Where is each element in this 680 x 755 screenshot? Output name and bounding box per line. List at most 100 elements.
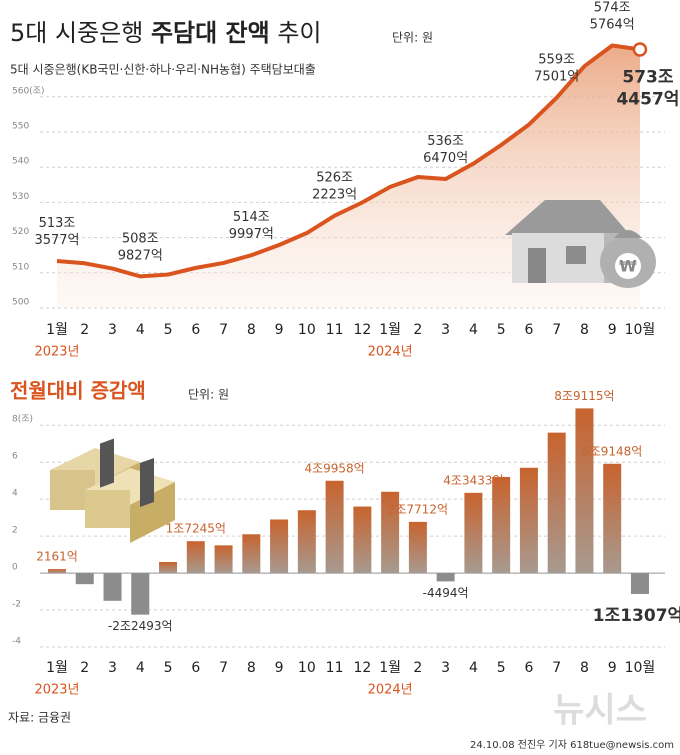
y-tick-label: 8(조) bbox=[12, 415, 33, 425]
bar bbox=[353, 506, 372, 574]
bar bbox=[436, 573, 455, 582]
y-tick-label: 2 bbox=[12, 526, 18, 536]
x-tick-label: 9 bbox=[608, 322, 617, 338]
x-tick-label: 5 bbox=[497, 660, 506, 676]
x-tick-label: 5 bbox=[497, 322, 506, 338]
value-label: 574조 5764억 bbox=[590, 0, 635, 32]
x-tick-label: 1월 bbox=[46, 660, 68, 676]
x-tick-label: 8 bbox=[580, 322, 589, 338]
year-label: 2024년 bbox=[368, 683, 413, 698]
x-tick-label: 10 bbox=[298, 660, 316, 676]
y-tick-label: 0 bbox=[12, 563, 18, 573]
y-tick-label: 560(조) bbox=[12, 86, 44, 96]
bar bbox=[408, 521, 427, 574]
bar bbox=[325, 480, 344, 574]
bar bbox=[159, 561, 178, 574]
x-tick-label: 12 bbox=[353, 322, 371, 338]
y-tick-label: -2 bbox=[12, 600, 21, 610]
year-label: 2023년 bbox=[34, 683, 79, 698]
value-label: 1조7245억 bbox=[166, 522, 226, 536]
bar bbox=[242, 534, 261, 574]
y-tick-label: 6 bbox=[12, 452, 18, 462]
bar bbox=[575, 408, 594, 574]
money-icon bbox=[50, 438, 175, 543]
x-tick-label: 8 bbox=[247, 322, 256, 338]
bar bbox=[519, 467, 538, 574]
bar bbox=[297, 510, 316, 574]
x-tick-label: 1월 bbox=[46, 322, 68, 338]
value-label: 4조3433억 bbox=[443, 473, 503, 487]
x-tick-label: 8 bbox=[247, 660, 256, 676]
value-label: 508조 9827억 bbox=[118, 231, 163, 263]
x-tick-label: 6 bbox=[524, 660, 533, 676]
bar bbox=[381, 491, 400, 574]
source: 자료: 금융권 bbox=[8, 711, 71, 725]
unit: 단위: 원 bbox=[188, 388, 229, 402]
subtitle: 5대 시중은행(KB국민·신한·하나·우리·NH농협) 주택담보대출 bbox=[10, 62, 316, 77]
x-tick-label: 4 bbox=[469, 660, 478, 676]
unit: 단위: 원 bbox=[392, 31, 433, 45]
bar bbox=[603, 463, 622, 574]
x-tick-label: 5 bbox=[164, 660, 173, 676]
x-tick-label: 4 bbox=[136, 660, 145, 676]
value-label: 8조9115억 bbox=[554, 389, 614, 403]
x-tick-label: 11 bbox=[326, 660, 344, 676]
x-tick-label: 3 bbox=[441, 660, 450, 676]
value-label: 2161억 bbox=[36, 550, 78, 564]
value-label: 513조 3577억 bbox=[34, 215, 79, 247]
value-label: 4조9958억 bbox=[304, 461, 364, 475]
bar bbox=[630, 573, 649, 594]
y-tick-label: 530 bbox=[12, 192, 29, 202]
x-tick-label: 2 bbox=[413, 660, 422, 676]
area bbox=[57, 45, 640, 308]
value-label: 536조 6470억 bbox=[423, 134, 468, 166]
value-label: -4494억 bbox=[423, 586, 469, 600]
bar bbox=[48, 569, 66, 574]
y-tick-label: 550 bbox=[12, 122, 29, 132]
year-label: 2023년 bbox=[34, 345, 79, 360]
y-tick-label: 4 bbox=[12, 489, 18, 499]
bar bbox=[186, 541, 205, 574]
x-tick-label: 3 bbox=[108, 660, 117, 676]
end-point bbox=[632, 42, 648, 57]
x-tick-label: 6 bbox=[191, 660, 200, 676]
y-tick-label: 520 bbox=[12, 227, 29, 237]
bar bbox=[131, 573, 150, 615]
bar bbox=[547, 432, 566, 574]
x-tick-label: 7 bbox=[219, 322, 228, 338]
bar bbox=[75, 573, 94, 585]
x-tick-label: 2 bbox=[413, 322, 422, 338]
credit: 24.10.08 전진우 기자 618tue@newsis.com bbox=[470, 739, 674, 751]
x-tick-label: 3 bbox=[441, 322, 450, 338]
svg-text:₩: ₩ bbox=[619, 257, 637, 276]
value-label: 2조7712억 bbox=[388, 502, 448, 516]
value-label: 526조 2223억 bbox=[312, 170, 357, 202]
x-tick-label: 3 bbox=[108, 322, 117, 338]
value-label: 559조 7501억 bbox=[534, 52, 579, 84]
x-tick-label: 6 bbox=[524, 322, 533, 338]
x-tick-label: 4 bbox=[136, 322, 145, 338]
x-tick-label: 10 bbox=[298, 322, 316, 338]
x-tick-label: 2 bbox=[80, 322, 89, 338]
y-tick-label: 510 bbox=[12, 262, 29, 272]
x-tick-label: 9 bbox=[275, 660, 284, 676]
x-tick-label: 12 bbox=[353, 660, 371, 676]
x-tick-label: 7 bbox=[552, 660, 561, 676]
x-tick-label: 6 bbox=[191, 322, 200, 338]
x-tick-label: 9 bbox=[275, 322, 284, 338]
y-tick-label: 540 bbox=[12, 157, 29, 167]
x-tick-label: 1월 bbox=[379, 322, 401, 338]
watermark: 뉴시스 bbox=[553, 691, 647, 731]
x-tick-label: 7 bbox=[552, 322, 561, 338]
bar bbox=[270, 519, 289, 574]
x-tick-label: 2 bbox=[80, 660, 89, 676]
x-tick-label: 9 bbox=[608, 660, 617, 676]
bar bbox=[492, 476, 511, 574]
value-label: 514조 9997억 bbox=[229, 210, 274, 242]
x-tick-label: 1월 bbox=[379, 660, 401, 676]
x-tick-label: 10월 bbox=[625, 322, 656, 338]
x-tick-label: 7 bbox=[219, 660, 228, 676]
